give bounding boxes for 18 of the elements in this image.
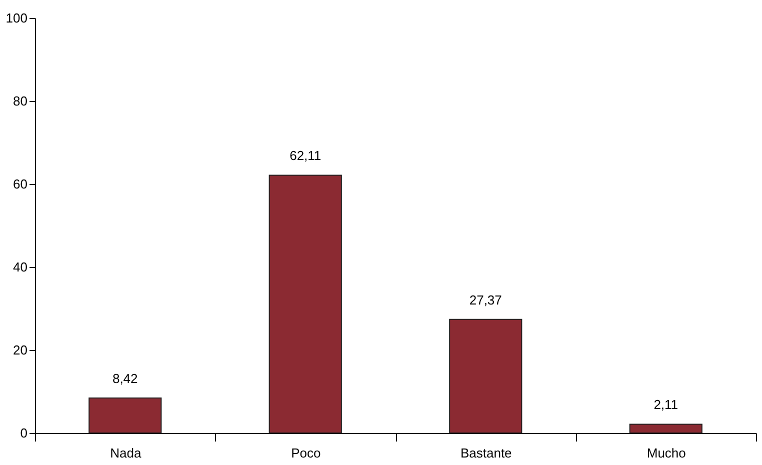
bar <box>88 398 162 434</box>
x-tick-label: Nada <box>110 446 142 460</box>
data-label: 62,11 <box>290 148 322 164</box>
y-tick-label: 60 <box>13 176 28 192</box>
y-tick-label: 80 <box>13 94 28 108</box>
data-label: 2,11 <box>654 397 678 412</box>
bar <box>268 174 342 434</box>
bar <box>449 318 522 434</box>
y-tick-label: 100 <box>6 10 28 26</box>
data-label: 8,42 <box>112 371 138 386</box>
x-tick-label: Bastante <box>460 446 512 460</box>
bar <box>629 424 702 434</box>
y-tick-label: 0 <box>20 426 28 440</box>
x-tick-label: Poco <box>291 446 321 460</box>
y-tick-label: 40 <box>13 260 28 274</box>
data-label: 27,37 <box>469 292 502 308</box>
y-tick-label: 20 <box>13 342 28 358</box>
x-tick-label: Mucho <box>646 446 686 460</box>
